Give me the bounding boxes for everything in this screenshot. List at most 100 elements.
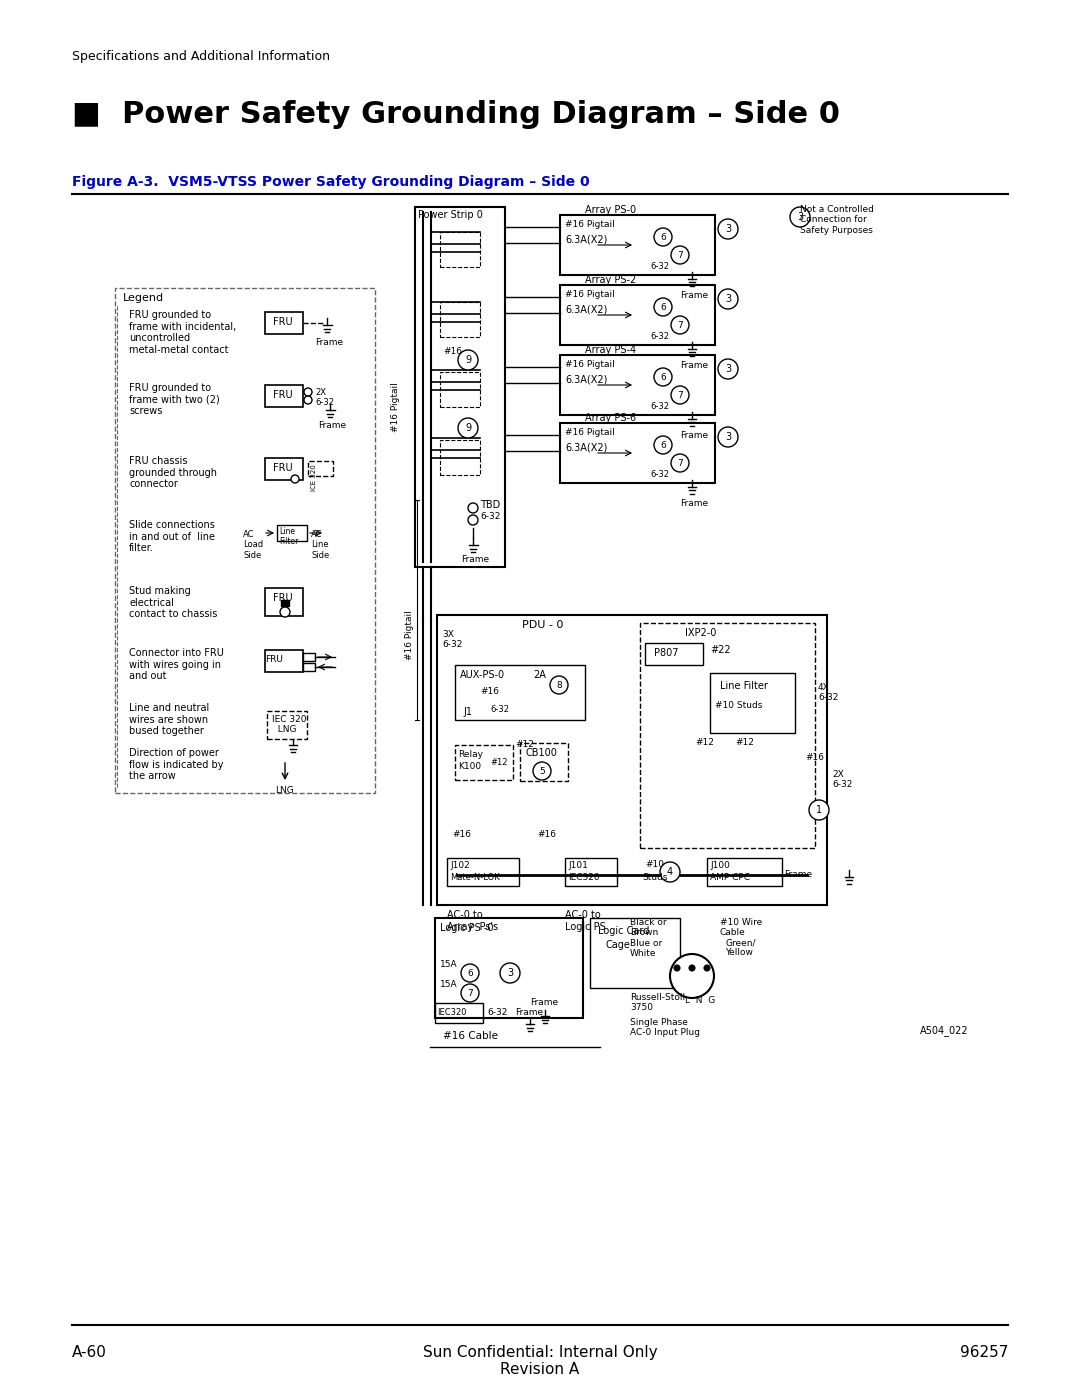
Text: Frame: Frame — [680, 499, 708, 509]
Bar — [265, 588, 303, 616]
Text: J100: J100 — [710, 861, 730, 870]
Circle shape — [461, 983, 480, 1002]
Bar — [265, 386, 303, 407]
Bar — [415, 207, 505, 567]
Text: #22: #22 — [710, 645, 731, 655]
Text: Power Strip 0: Power Strip 0 — [418, 210, 483, 219]
Text: Frame: Frame — [680, 291, 708, 300]
Text: AC-0 to
Array  Ps's: AC-0 to Array Ps's — [447, 909, 498, 932]
Bar — [561, 423, 715, 483]
Text: #16 Pigtail: #16 Pigtail — [391, 383, 400, 432]
Text: AC-0 to
Logic PS: AC-0 to Logic PS — [565, 909, 606, 932]
Circle shape — [704, 965, 710, 971]
Circle shape — [280, 608, 291, 617]
Text: Not a Controlled
Connection for
Safety Purposes: Not a Controlled Connection for Safety P… — [800, 205, 874, 235]
Text: AMP CPC: AMP CPC — [710, 873, 750, 882]
Text: 6: 6 — [468, 968, 473, 978]
Text: TBD: TBD — [480, 500, 500, 510]
Text: #16 Pigtail: #16 Pigtail — [405, 610, 415, 659]
Text: IEC320: IEC320 — [437, 1009, 467, 1017]
Text: #12: #12 — [696, 738, 714, 747]
Text: IEC 320
  LNG: IEC 320 LNG — [272, 715, 307, 735]
Circle shape — [654, 436, 672, 454]
Bar — [281, 599, 289, 606]
Bar — [437, 615, 827, 905]
Text: 6.3A(X2): 6.3A(X2) — [565, 305, 607, 314]
Bar — [707, 858, 782, 886]
Text: Line and neutral
wires are shown
bused together: Line and neutral wires are shown bused t… — [129, 703, 210, 736]
Text: Relay: Relay — [458, 750, 483, 759]
Text: Frame: Frame — [515, 1009, 543, 1017]
Text: 1: 1 — [815, 805, 822, 814]
Bar — [303, 664, 315, 671]
Text: 7: 7 — [677, 320, 683, 330]
Bar — [590, 918, 680, 988]
Text: 15A: 15A — [440, 960, 458, 970]
Text: 6: 6 — [660, 440, 666, 450]
Text: IEC320: IEC320 — [568, 873, 599, 882]
Text: AC
Line
Side: AC Line Side — [311, 529, 329, 560]
Circle shape — [718, 219, 738, 239]
Text: Array PS-6: Array PS-6 — [585, 414, 636, 423]
Text: #10: #10 — [645, 861, 664, 869]
Bar — [640, 623, 815, 848]
Text: #16: #16 — [480, 687, 499, 696]
Text: 7: 7 — [677, 250, 683, 260]
Text: FRU grounded to
frame with incidental,
uncontrolled
metal-metal contact: FRU grounded to frame with incidental, u… — [129, 310, 237, 355]
Text: AUX-PS-0: AUX-PS-0 — [460, 671, 505, 680]
Text: Logic Card: Logic Card — [598, 926, 649, 936]
Text: Logic PS -0: Logic PS -0 — [440, 923, 494, 933]
Text: 3: 3 — [725, 224, 731, 235]
Circle shape — [718, 289, 738, 309]
Text: Studs: Studs — [642, 873, 667, 882]
Text: FRU: FRU — [273, 592, 293, 604]
Circle shape — [671, 246, 689, 264]
Bar — [447, 858, 519, 886]
Text: 7: 7 — [468, 989, 473, 997]
Text: 6.3A(X2): 6.3A(X2) — [565, 443, 607, 453]
Circle shape — [671, 454, 689, 472]
Circle shape — [671, 316, 689, 334]
Circle shape — [689, 965, 696, 971]
Circle shape — [654, 298, 672, 316]
Text: Green/
Yellow: Green/ Yellow — [725, 937, 756, 957]
Bar — [265, 312, 303, 334]
Text: AC
Load
Side: AC Load Side — [243, 529, 264, 560]
Text: Frame: Frame — [680, 432, 708, 440]
Bar — [519, 743, 568, 781]
Text: Slide connections
in and out of  line
filter.: Slide connections in and out of line fil… — [129, 520, 215, 553]
Text: #16 Pigtail: #16 Pigtail — [565, 360, 615, 369]
Circle shape — [789, 207, 810, 226]
Text: FRU: FRU — [265, 655, 283, 664]
Text: Frame: Frame — [461, 555, 489, 564]
Text: Frame: Frame — [680, 360, 708, 370]
Text: #16: #16 — [453, 830, 471, 840]
Text: Direction of power
flow is indicated by
the arrow: Direction of power flow is indicated by … — [129, 747, 224, 781]
Text: Line
Filter: Line Filter — [279, 527, 298, 546]
Text: #16: #16 — [805, 753, 824, 761]
Text: Line Filter: Line Filter — [720, 680, 768, 692]
Text: Specifications and Additional Information: Specifications and Additional Informatio… — [72, 50, 330, 63]
Bar — [440, 302, 480, 337]
Text: L  N  G: L N G — [685, 996, 715, 1004]
Bar — [435, 1003, 483, 1023]
Circle shape — [468, 503, 478, 513]
Text: 6-32: 6-32 — [650, 469, 669, 479]
Text: 3: 3 — [725, 432, 731, 441]
Circle shape — [550, 676, 568, 694]
Text: 7: 7 — [677, 391, 683, 400]
Text: Figure A-3.  VSM5-VTSS Power Safety Grounding Diagram – Side 0: Figure A-3. VSM5-VTSS Power Safety Groun… — [72, 175, 590, 189]
Circle shape — [654, 367, 672, 386]
Circle shape — [500, 963, 519, 983]
Text: 96257: 96257 — [960, 1345, 1008, 1361]
Text: A-60: A-60 — [72, 1345, 107, 1361]
Text: #10 Wire
Cable: #10 Wire Cable — [720, 918, 762, 937]
Text: Black or
Brown
Blue or
White: Black or Brown Blue or White — [630, 918, 666, 958]
Text: #16 Pigtail: #16 Pigtail — [565, 219, 615, 229]
Text: #12: #12 — [515, 740, 534, 749]
Text: Frame: Frame — [530, 997, 558, 1007]
Text: 6.3A(X2): 6.3A(X2) — [565, 235, 607, 244]
Circle shape — [458, 418, 478, 439]
Text: 2X
6-32: 2X 6-32 — [315, 388, 334, 408]
Text: Frame: Frame — [315, 338, 343, 346]
